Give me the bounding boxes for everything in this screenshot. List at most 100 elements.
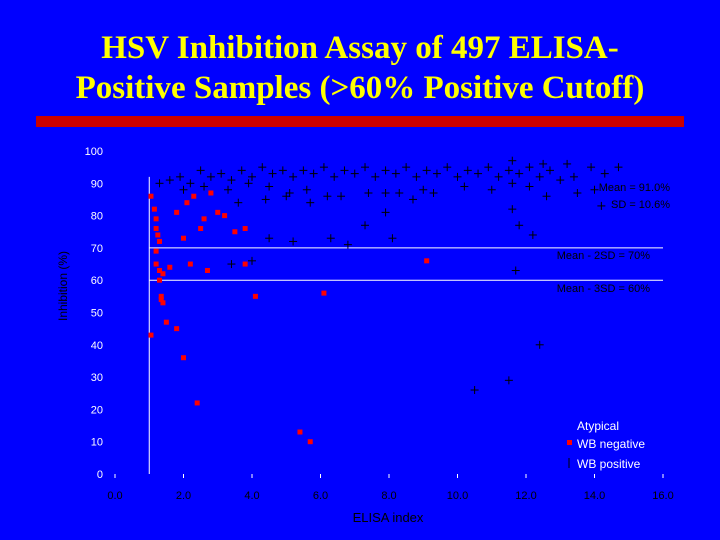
legend-negative-swatch [567, 440, 572, 445]
positive-point [402, 163, 411, 172]
legend-positive: WB positive [577, 457, 641, 471]
positive-point [545, 166, 554, 175]
positive-point [590, 185, 599, 194]
negative-point [148, 332, 154, 338]
positive-point [504, 166, 513, 175]
positive-point [508, 205, 517, 214]
positive-point [340, 166, 349, 175]
negative-point [163, 319, 169, 325]
negative-point [153, 261, 159, 267]
positive-point [429, 188, 438, 197]
y-axis-label: Inhibition (%) [56, 251, 70, 321]
x-tick-label: 0.0 [107, 490, 122, 502]
positive-point [600, 169, 609, 178]
y-tick-label: 70 [91, 243, 103, 255]
positive-point [408, 195, 417, 204]
negative-point [148, 193, 154, 199]
title-line-2: Positive Samples (>60% Positive Cutoff) [75, 70, 645, 106]
positive-point [237, 166, 246, 175]
negative-point [157, 277, 163, 283]
positive-point [179, 185, 188, 194]
legend: Atypical WB negative WB positive [567, 419, 645, 471]
positive-point [388, 234, 397, 243]
positive-point [395, 188, 404, 197]
positive-point [227, 176, 236, 185]
negative-point [158, 293, 164, 299]
positive-point [309, 169, 318, 178]
negative-point [153, 226, 159, 232]
y-tick-label: 90 [91, 178, 103, 190]
positive-point [361, 221, 370, 230]
negative-point [174, 209, 180, 215]
positive-point [302, 185, 311, 194]
y-tick-label: 10 [91, 437, 103, 449]
negative-point [198, 226, 204, 232]
negative-point [232, 229, 238, 235]
x-tick-label: 10.0 [447, 490, 468, 502]
positive-point [515, 169, 524, 178]
x-tick-label: 12.0 [515, 490, 536, 502]
positive-point [391, 169, 400, 178]
x-tick-label: 16.0 [652, 490, 673, 502]
negative-point [184, 200, 190, 206]
positive-point [371, 172, 380, 181]
positive-point [432, 169, 441, 178]
positive-point [381, 208, 390, 217]
reference-label-70: Mean - 2SD = 70% [557, 250, 650, 262]
negative-point [155, 232, 161, 238]
negative-point [160, 300, 166, 306]
positive-point [563, 159, 572, 168]
positive-point [453, 172, 462, 181]
positive-point [504, 376, 513, 385]
positive-point [350, 169, 359, 178]
x-tick-label: 8.0 [381, 490, 396, 502]
positive-point [258, 163, 267, 172]
positive-point [535, 172, 544, 181]
positive-point [278, 166, 287, 175]
positive-point [265, 234, 274, 243]
positive-point [542, 192, 551, 201]
positive-point [282, 192, 291, 201]
y-tick-label: 60 [91, 275, 103, 287]
positive-point [165, 176, 174, 185]
positive-point [299, 166, 308, 175]
positive-point [419, 185, 428, 194]
x-tick-label: 2.0 [176, 490, 191, 502]
negative-point [242, 226, 248, 232]
positive-point [364, 188, 373, 197]
positive-point [597, 201, 606, 210]
y-tick-label: 0 [97, 469, 103, 481]
positive-point [460, 182, 469, 191]
positive-point [306, 198, 315, 207]
stats-sd-label: SD = 10.6% [611, 199, 670, 211]
positive-point [319, 163, 328, 172]
positive-point [343, 240, 352, 249]
positive-point [484, 163, 493, 172]
y-tick-label: 40 [91, 340, 103, 352]
negative-point [297, 429, 303, 435]
positive-point [573, 188, 582, 197]
y-tick-label: 100 [85, 146, 103, 158]
positive-point [224, 185, 233, 194]
negative-point [424, 258, 430, 264]
positive-point [326, 234, 335, 243]
positive-point [289, 172, 298, 181]
chart-marks [148, 156, 623, 445]
positive-point [248, 172, 256, 181]
positive-point [487, 185, 496, 194]
positive-point [200, 182, 209, 191]
x-tick-label: 4.0 [244, 490, 259, 502]
positive-point [323, 192, 332, 201]
chart-axes: 0 10 20 30 40 50 60 70 80 90 100 0.0 2.0 4.0 6.0 8.0 10.… [85, 146, 674, 502]
positive-point [196, 166, 205, 175]
negative-point [321, 290, 327, 296]
positive-point [587, 163, 596, 172]
positive-point [463, 166, 472, 175]
x-axis-label: ELISA index [353, 510, 424, 525]
positive-point [206, 172, 215, 181]
negative-point [215, 209, 221, 215]
stats-mean-label: Mean = 91.0% [599, 182, 670, 194]
negative-point [157, 268, 163, 274]
positive-point [244, 179, 253, 188]
